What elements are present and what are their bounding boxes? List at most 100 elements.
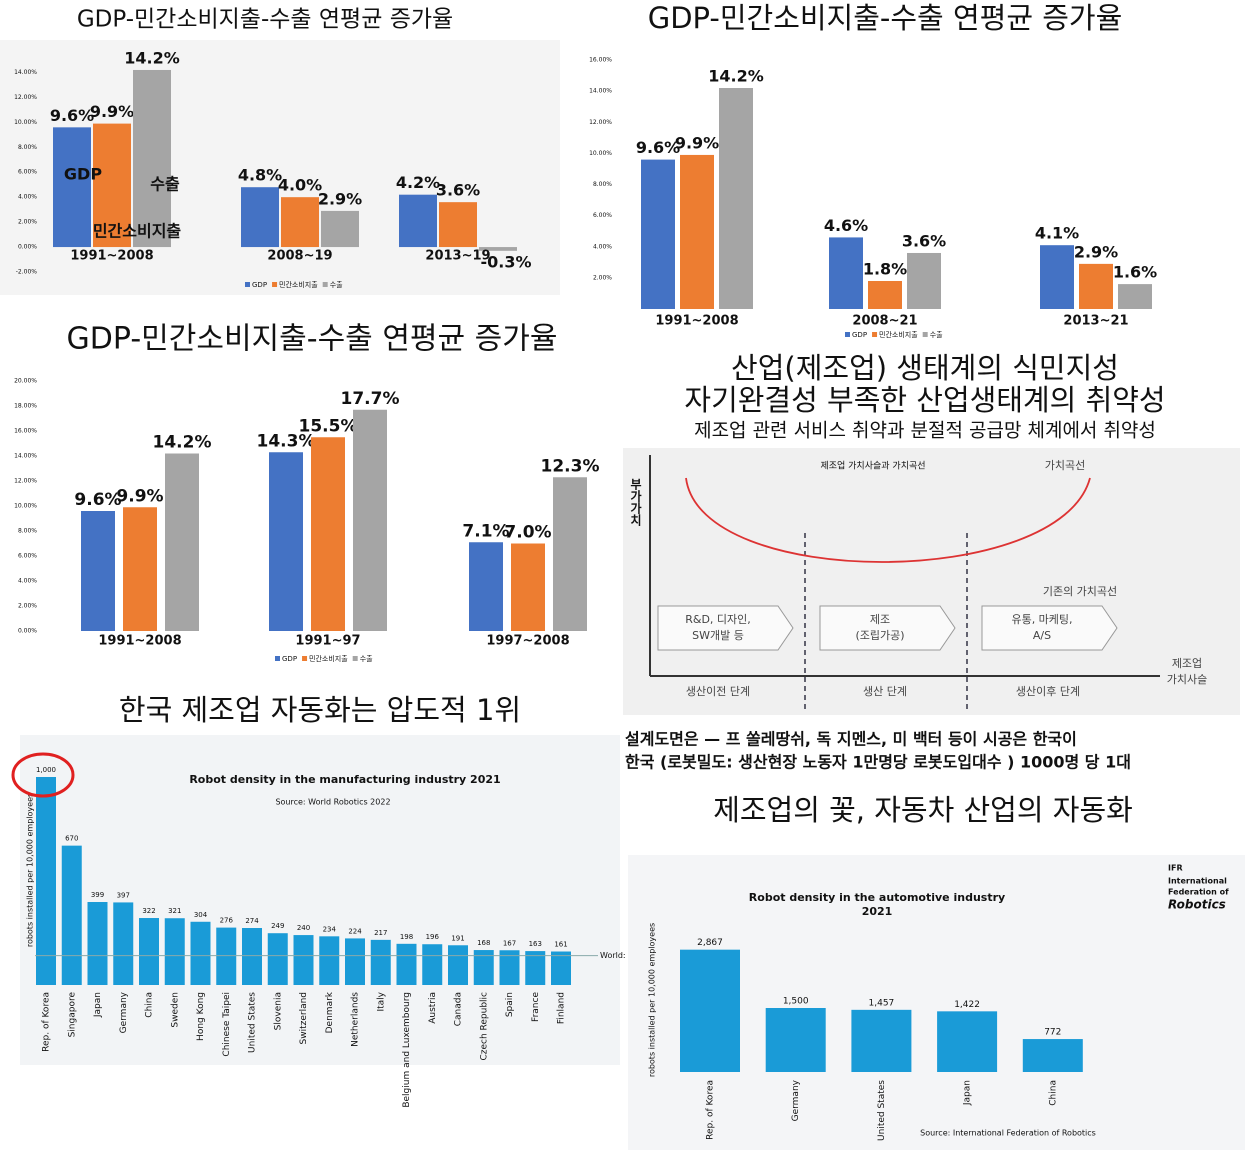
- bar: [680, 154, 714, 309]
- value-label: -0.3%: [480, 253, 531, 272]
- legend-label: 수출: [930, 330, 943, 339]
- bar: [81, 511, 115, 631]
- y-tick-label: -2.00%: [16, 269, 38, 276]
- stage-text: (조립가공): [855, 629, 904, 642]
- bar: [113, 902, 134, 985]
- value-label: 3.6%: [436, 181, 480, 200]
- value-label: 1.8%: [863, 259, 907, 278]
- legend-swatch: [275, 656, 280, 661]
- x-tick-label: Singapore: [67, 992, 77, 1038]
- value-chain-diagram: 산업(제조업) 생태계의 식민지성 자기완결성 부족한 산업생태계의 취약성 제…: [623, 351, 1240, 715]
- x-tick-label: Italy: [376, 991, 386, 1011]
- bar: [164, 918, 185, 985]
- bar: [53, 127, 91, 248]
- value-label: 9.9%: [675, 133, 719, 152]
- value-label: 234: [323, 925, 337, 933]
- x-tick-label: Finland: [557, 992, 567, 1024]
- x-tick-label: Hong Kong: [196, 992, 206, 1041]
- annotation: 민간소비지출: [93, 222, 182, 241]
- value-curve: [685, 477, 1091, 563]
- y-tick-label: 8.00%: [593, 181, 612, 188]
- y-tick-label: 14.00%: [589, 88, 612, 95]
- annotation: 수출: [150, 175, 180, 194]
- x-tick-label: 1991~2008: [655, 314, 738, 329]
- value-label: 249: [271, 922, 284, 930]
- x-tick-label: 1991~2008: [70, 249, 153, 264]
- bar: [87, 902, 108, 985]
- x-tick-label: Netherlands: [351, 992, 361, 1047]
- stage-label: 생산이전 단계: [686, 685, 750, 698]
- bar: [473, 950, 494, 985]
- old-curve-label: 기존의 가치곡선: [1043, 585, 1117, 598]
- chart-title: 2021: [862, 905, 893, 918]
- y-tick-label: 10.00%: [14, 503, 37, 510]
- chart-title: GDP-민간소비지출-수출 연평균 증가율: [77, 7, 453, 33]
- value-label: 191: [451, 934, 464, 942]
- y-tick-label: 18.00%: [14, 403, 37, 410]
- bar: [216, 927, 237, 985]
- value-label: 9.6%: [636, 138, 680, 157]
- legend-label: 수출: [360, 654, 373, 663]
- bar: [321, 210, 359, 248]
- bar: [499, 950, 520, 985]
- heading: 제조업의 꽃, 자동차 산업의 자동화: [713, 793, 1133, 827]
- x-tick-label: Germany: [791, 1079, 801, 1121]
- value-label: 2.9%: [1074, 242, 1118, 261]
- legend-swatch: [922, 332, 928, 337]
- annotation: GDP: [64, 165, 102, 184]
- diagram-caption: 제조업 관련 서비스 취약과 분절적 공급망 체계에서 취약성: [694, 420, 1156, 442]
- bar: [553, 477, 587, 631]
- bar: [907, 252, 941, 309]
- legend-swatch: [352, 656, 358, 661]
- value-label: 17.7%: [341, 389, 400, 409]
- value-label: 274: [245, 917, 259, 925]
- diagram-subtitle: 자기완결성 부족한 산업생태계의 취약성: [684, 383, 1165, 417]
- curve-label: 가치곡선: [1045, 459, 1085, 472]
- value-label: 196: [426, 933, 440, 941]
- bar: [36, 777, 56, 985]
- legend-label: GDP: [852, 331, 867, 339]
- stage-box: [657, 605, 794, 651]
- legend-label: 민간소비지출: [879, 330, 918, 339]
- y-tick-label: 4.00%: [18, 578, 37, 585]
- value-label: 12.3%: [541, 456, 600, 476]
- x-tick-label: Sweden: [170, 992, 180, 1028]
- value-label: 7.0%: [504, 523, 551, 543]
- value-label: 322: [142, 907, 155, 915]
- stage-label: 생산이후 단계: [1016, 685, 1080, 698]
- stage-label: 생산 단계: [863, 685, 907, 698]
- x-tick-label: Germany: [119, 991, 129, 1033]
- bar: [422, 944, 443, 985]
- bar: [641, 159, 675, 309]
- legend-label: GDP: [252, 281, 267, 289]
- x-tick-label: Rep. of Korea: [42, 992, 52, 1052]
- x-tick-label: China: [1048, 1080, 1058, 1106]
- stage-box: [819, 605, 956, 651]
- y-tick-label: 0.00%: [18, 244, 37, 251]
- chart-source: Source: International Federation of Robo…: [920, 1129, 1096, 1138]
- y-tick-label: 0.00%: [18, 628, 37, 635]
- bar: [719, 88, 753, 309]
- legend-label: 민간소비지출: [279, 280, 318, 289]
- x-tick-label: Japan: [963, 1080, 973, 1106]
- value-label: 4.2%: [396, 173, 440, 192]
- x-tick-label: United States: [248, 992, 258, 1053]
- x-axis-label: 제조업: [1172, 657, 1202, 670]
- reference-label: World: 141: [600, 951, 643, 960]
- x-tick-label: Chinese Taipei: [222, 992, 232, 1057]
- y-axis-label: robots installed per 10,000 employees: [648, 923, 657, 1077]
- x-tick-label: 2008~21: [852, 314, 917, 329]
- bar: [511, 543, 545, 631]
- value-label: 14.2%: [124, 48, 180, 67]
- value-label: 1,500: [783, 997, 809, 1007]
- y-tick-label: 16.00%: [14, 428, 37, 435]
- y-tick-label: 2.00%: [593, 274, 612, 281]
- bar: [269, 452, 303, 631]
- legend-label: GDP: [282, 655, 297, 663]
- bar: [1118, 284, 1152, 309]
- chart-title: Robot density in the automotive industry: [749, 891, 1005, 904]
- value-label: 198: [400, 933, 413, 941]
- value-label: 399: [91, 891, 104, 899]
- stage-box: [981, 605, 1118, 651]
- legend-swatch: [245, 282, 250, 287]
